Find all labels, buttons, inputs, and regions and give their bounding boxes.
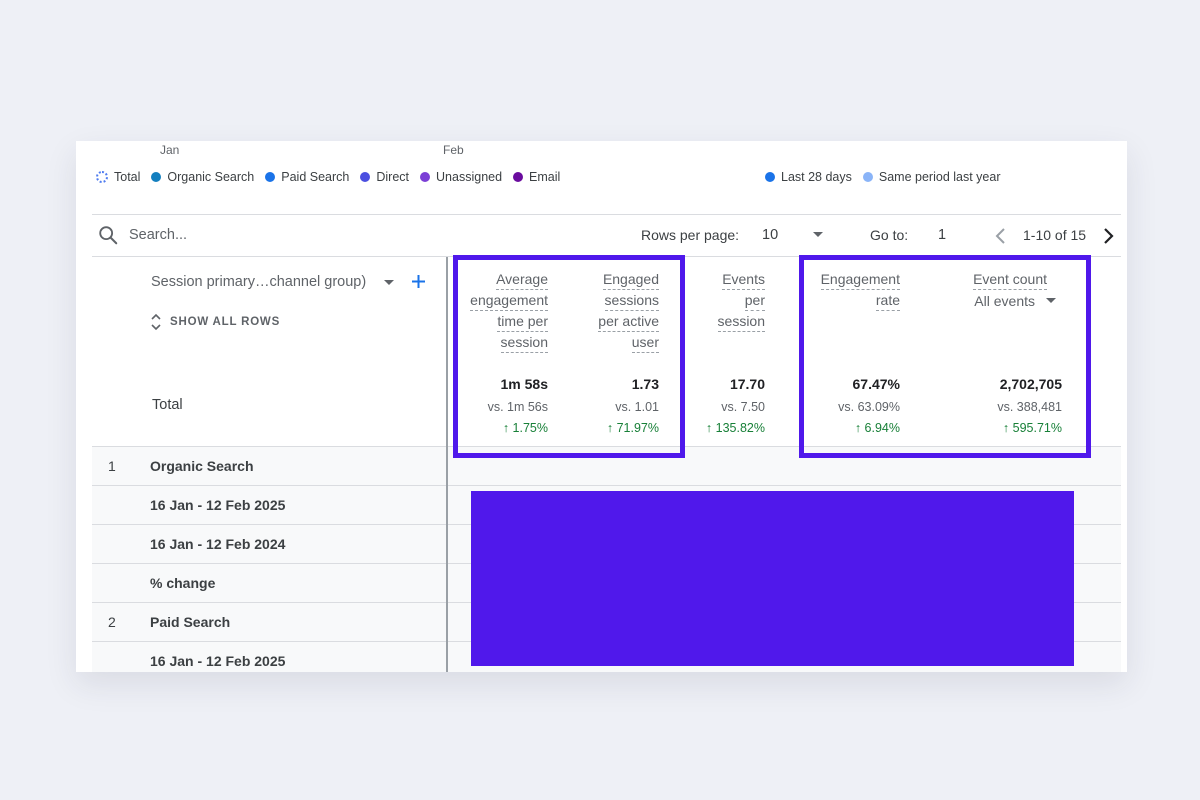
- legend-item-email[interactable]: Email: [513, 170, 560, 184]
- col-header-events-per-session[interactable]: Events per session: [717, 269, 765, 332]
- total-value: 1.73: [631, 376, 659, 392]
- dimension-dropdown-icon[interactable]: [383, 279, 395, 287]
- chevron-left-icon[interactable]: [994, 226, 1008, 246]
- change-value: ↑ 595.71%: [1002, 421, 1062, 435]
- legend-label: Paid Search: [281, 170, 350, 184]
- header-line: session: [500, 332, 548, 353]
- header-line: per: [744, 290, 765, 311]
- col-header-avg-engagement-time[interactable]: Average engagement time per session: [470, 269, 548, 353]
- legend-item-last-28-days[interactable]: Last 28 days: [765, 170, 852, 184]
- comparison-value: vs. 63.09%: [838, 400, 900, 414]
- total-row-label: Total: [152, 397, 183, 413]
- legend-dot: [151, 172, 162, 182]
- legend-label: Organic Search: [167, 170, 255, 184]
- header-line: sessions: [604, 290, 659, 311]
- row-number: 2: [108, 614, 116, 630]
- rows-per-page-select[interactable]: 10: [762, 227, 779, 243]
- header-line: Event count: [973, 269, 1047, 290]
- total-value: 1m 58s: [500, 376, 548, 392]
- month-label-feb: Feb: [443, 143, 464, 157]
- legend-dot: [862, 172, 873, 182]
- header-line: Engaged: [602, 269, 659, 290]
- goto-input[interactable]: 1: [938, 227, 947, 243]
- toolbar-top-divider: [92, 214, 1121, 215]
- header-line: per active: [598, 311, 659, 332]
- legend-item-unassigned[interactable]: Unassigned: [420, 170, 502, 184]
- comparison-value: vs. 7.50: [721, 400, 765, 414]
- chevron-down-icon[interactable]: [811, 230, 825, 240]
- table-row[interactable]: 1 Organic Search: [92, 446, 1121, 485]
- legend-dot: [765, 172, 775, 182]
- col-header-engagement-rate[interactable]: Engagement rate: [820, 269, 900, 311]
- legend-dot: [265, 172, 276, 182]
- legend-item-same-period-last-year[interactable]: Same period last year: [862, 170, 1001, 184]
- legend-dot: [360, 172, 371, 182]
- legend-label: Direct: [376, 170, 410, 184]
- header-line: Engagement: [820, 269, 900, 290]
- row-label: 16 Jan - 12 Feb 2025: [150, 497, 286, 513]
- redaction-block: [471, 491, 1074, 666]
- row-label: % change: [150, 575, 216, 591]
- row-label: 16 Jan - 12 Feb 2025: [150, 653, 286, 669]
- comparison-value: vs. 1m 56s: [487, 400, 548, 414]
- report-card: Jan Feb Total Organic Search Paid Search…: [76, 141, 1127, 672]
- goto-label: Go to:: [870, 227, 909, 243]
- legend-label: Same period last year: [878, 170, 1001, 184]
- header-line: engagement: [470, 290, 548, 311]
- highlight-box-engagement-metrics: [453, 255, 685, 458]
- change-value: ↑ 6.94%: [854, 421, 900, 435]
- rows-per-page-label: Rows per page:: [641, 227, 740, 243]
- legend-item-direct[interactable]: Direct: [360, 170, 409, 184]
- row-number: 1: [108, 458, 116, 474]
- add-dimension-icon[interactable]: [411, 274, 426, 289]
- month-label-jan: Jan: [160, 143, 180, 157]
- legend-dot: [420, 172, 431, 182]
- legend-dot-total: [96, 171, 108, 183]
- header-line: rate: [875, 290, 900, 311]
- legend-dot: [513, 172, 524, 182]
- legend-item-total[interactable]: Total: [96, 170, 140, 184]
- comparison-value: vs. 1.01: [615, 400, 659, 414]
- header-line: session: [717, 311, 765, 332]
- header-line: Average: [496, 269, 548, 290]
- header-line: time per: [497, 311, 548, 332]
- total-value: 2,702,705: [999, 376, 1062, 392]
- col-header-event-count[interactable]: Event count: [973, 269, 1047, 290]
- change-value: ↑ 1.75%: [502, 421, 548, 435]
- row-label: Organic Search: [150, 458, 254, 474]
- dimension-selector[interactable]: Session primary…channel group): [151, 274, 367, 290]
- period-legend: Last 28 days Same period last year: [765, 170, 1011, 184]
- header-line: Events: [722, 269, 765, 290]
- search-input[interactable]: Search...: [129, 227, 188, 243]
- legend-label: Total: [114, 170, 141, 184]
- search-icon[interactable]: [97, 224, 119, 246]
- total-value: 17.70: [729, 376, 765, 392]
- chevron-right-icon[interactable]: [1101, 226, 1115, 246]
- sticky-column-divider: [446, 257, 448, 672]
- show-all-rows-button[interactable]: SHOW ALL ROWS: [170, 316, 281, 328]
- row-label: Paid Search: [150, 614, 231, 630]
- highlight-box-engagement-rate-event-count: [799, 255, 1091, 458]
- col-header-engaged-sessions-per-user[interactable]: Engaged sessions per active user: [598, 269, 659, 353]
- pagination-range: 1-10 of 15: [1023, 227, 1087, 243]
- legend-label: Last 28 days: [781, 170, 852, 184]
- legend-label: Email: [529, 170, 561, 184]
- change-value: ↑ 71.97%: [606, 421, 659, 435]
- comparison-value: vs. 388,481: [997, 400, 1062, 414]
- legend-label: Unassigned: [436, 170, 503, 184]
- chevron-down-icon: [1046, 298, 1056, 303]
- event-filter-select[interactable]: All events: [974, 293, 1057, 309]
- row-label: 16 Jan - 12 Feb 2024: [150, 536, 286, 552]
- series-legend: Total Organic Search Paid Search Direct …: [96, 170, 571, 184]
- legend-item-paid-search[interactable]: Paid Search: [265, 170, 349, 184]
- event-filter-label: All events: [974, 293, 1035, 309]
- legend-item-organic-search[interactable]: Organic Search: [151, 170, 254, 184]
- total-value: 67.47%: [852, 376, 900, 392]
- header-line: user: [631, 332, 659, 353]
- change-value: ↑ 135.82%: [705, 421, 765, 435]
- expand-collapse-icon[interactable]: [150, 313, 162, 331]
